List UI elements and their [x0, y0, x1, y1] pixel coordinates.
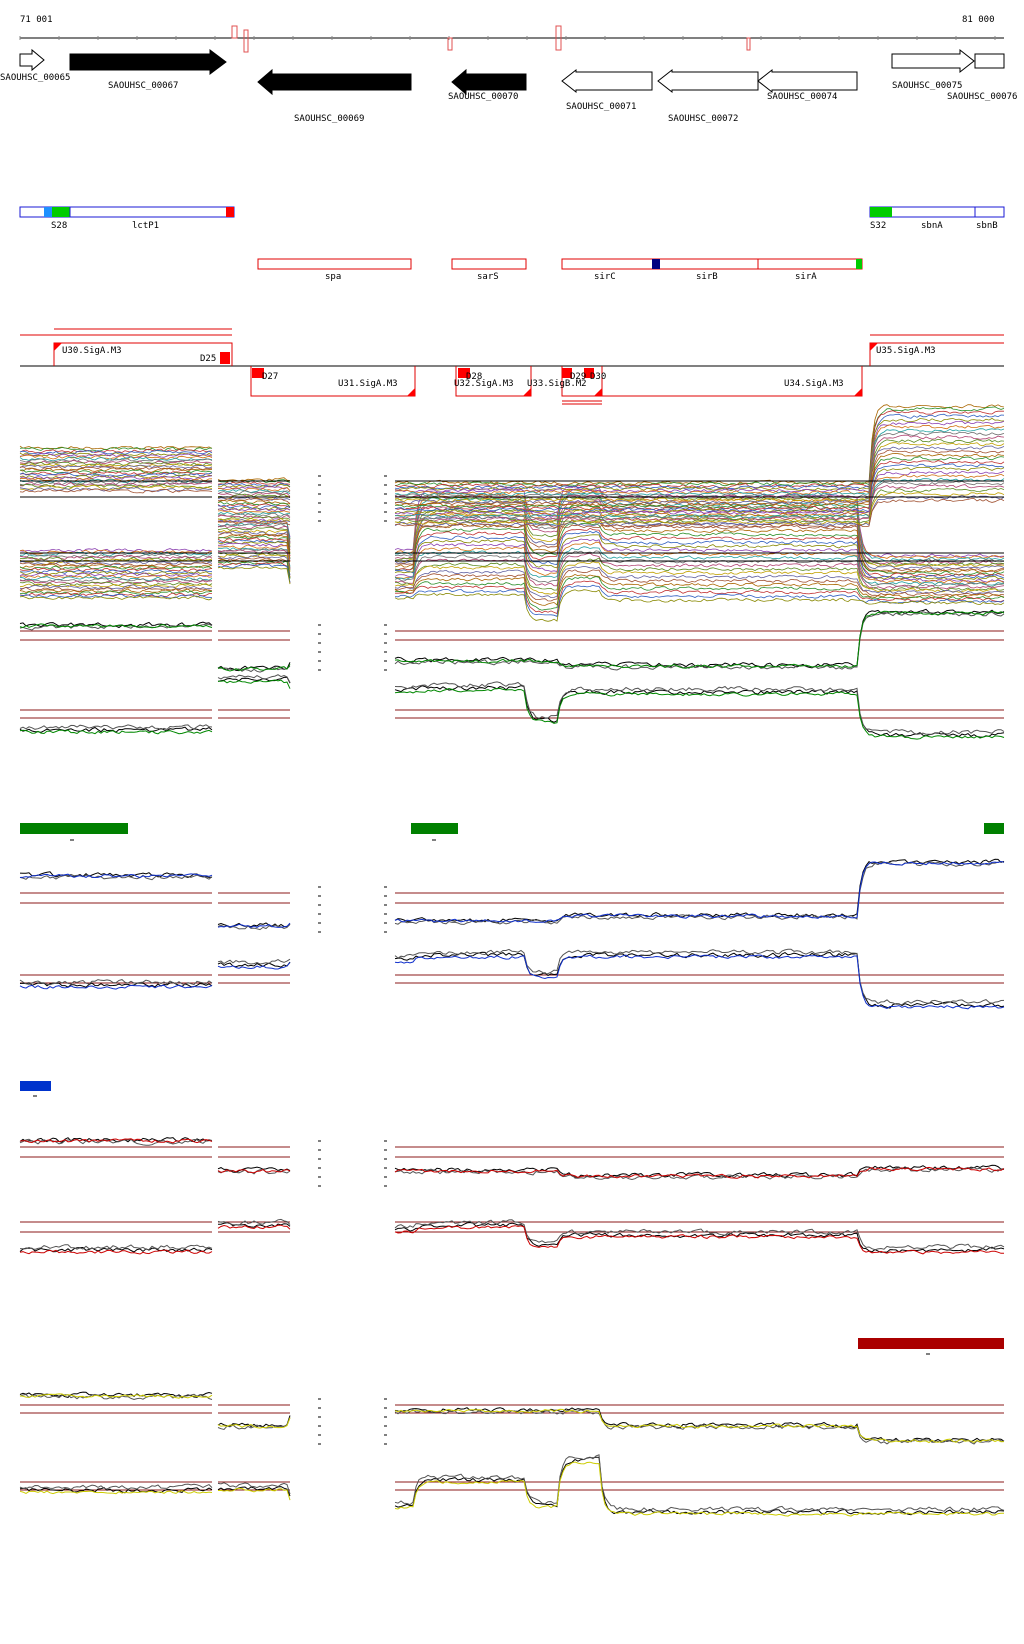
segment-label-d25: D25 [200, 354, 216, 364]
gene-label: SAOUHSC_00071 [566, 102, 636, 112]
segment-label-u32: U32.SigA.M3 [454, 379, 514, 389]
segment-label-u34: U34.SigA.M3 [784, 379, 844, 389]
feature-label-s32: S32 [870, 221, 886, 231]
gene-label: SAOUHSC_00076 [947, 92, 1017, 102]
condition-bar-green [411, 823, 458, 834]
feature-label-sbna: sbnA [921, 221, 943, 231]
gene-label: SAOUHSC_00074 [767, 92, 837, 102]
gene-label: SAOUHSC_00069 [294, 114, 364, 124]
gene-arrow-SAOUHSC_00071[interactable] [561, 68, 653, 94]
expression-panel-red [19, 1137, 1005, 1255]
gene-label: SAOUHSC_00075 [892, 81, 962, 91]
gene-label: SAOUHSC_00070 [448, 92, 518, 102]
feature-label-sira: sirA [795, 272, 817, 282]
gene-arrow-SAOUHSC_00070[interactable] [451, 68, 527, 96]
feature-track-bottom: spa sarS sirC sirB sirA [257, 258, 863, 282]
feature-label-sirb: sirB [696, 272, 718, 282]
condition-bar-green [984, 823, 1004, 834]
segment-label-d28: D28 [466, 372, 482, 382]
feature-label-sars: sarS [477, 272, 499, 282]
expression-panel-blue [19, 858, 1005, 1010]
ruler-end-label: 81 000 [962, 15, 995, 25]
feature-label-sirc: sirC [594, 272, 616, 282]
expression-panel-all-conditions [19, 404, 1005, 622]
feature-label-sbnb: sbnB [976, 221, 998, 231]
segment-label-u33: U33.SigB.M2 [527, 379, 587, 389]
position-ruler: 71 001 81 000 [19, 15, 1004, 53]
segment-label-d27: D27 [262, 372, 278, 382]
gene-label: SAOUHSC_00067 [108, 81, 178, 91]
segment-label-d30: D30 [590, 372, 606, 382]
gene-arrow-SAOUHSC_00075[interactable] [891, 48, 975, 74]
ruler-start-label: 71 001 [20, 15, 53, 25]
gene-arrow-SAOUHSC_00076[interactable] [974, 53, 1005, 69]
expression-panel-green [19, 608, 1005, 740]
segment-label-u31: U31.SigA.M3 [338, 379, 398, 389]
expression-panel-yellow [19, 1391, 1005, 1517]
gene-label: SAOUHSC_00065 [0, 73, 70, 83]
condition-bar-blue [20, 1081, 51, 1091]
gene-arrow-SAOUHSC_00065[interactable] [19, 48, 45, 72]
feature-label-lctp1: lctP1 [132, 221, 159, 231]
feature-track-top: S28 lctP1 S32 sbnA sbnB [19, 206, 1005, 231]
segment-label-d29: D29 [570, 372, 586, 382]
feature-box[interactable] [451, 258, 527, 270]
gene-arrow-SAOUHSC_00067[interactable] [69, 49, 227, 75]
feature-box[interactable] [257, 258, 412, 270]
feature-box[interactable] [757, 258, 863, 270]
gene-arrow-SAOUHSC_00072[interactable] [657, 68, 759, 94]
segment-label-u30: U30.SigA.M3 [62, 346, 122, 356]
gene-arrow-SAOUHSC_00074[interactable] [757, 68, 858, 94]
feature-label-spa: spa [325, 272, 341, 282]
segment-track: U30.SigA.M3 D25 D27 U31.SigA.M3 D28 U32.… [20, 328, 1004, 405]
gene-track: SAOUHSC_00065 SAOUHSC_00067 SAOUHSC_0006… [0, 48, 1017, 124]
condition-bar-darkred [858, 1338, 1004, 1349]
feature-label-s28: S28 [51, 221, 67, 231]
gene-label: SAOUHSC_00072 [668, 114, 738, 124]
condition-bar-green [20, 823, 128, 834]
segment-label-u35: U35.SigA.M3 [876, 346, 936, 356]
